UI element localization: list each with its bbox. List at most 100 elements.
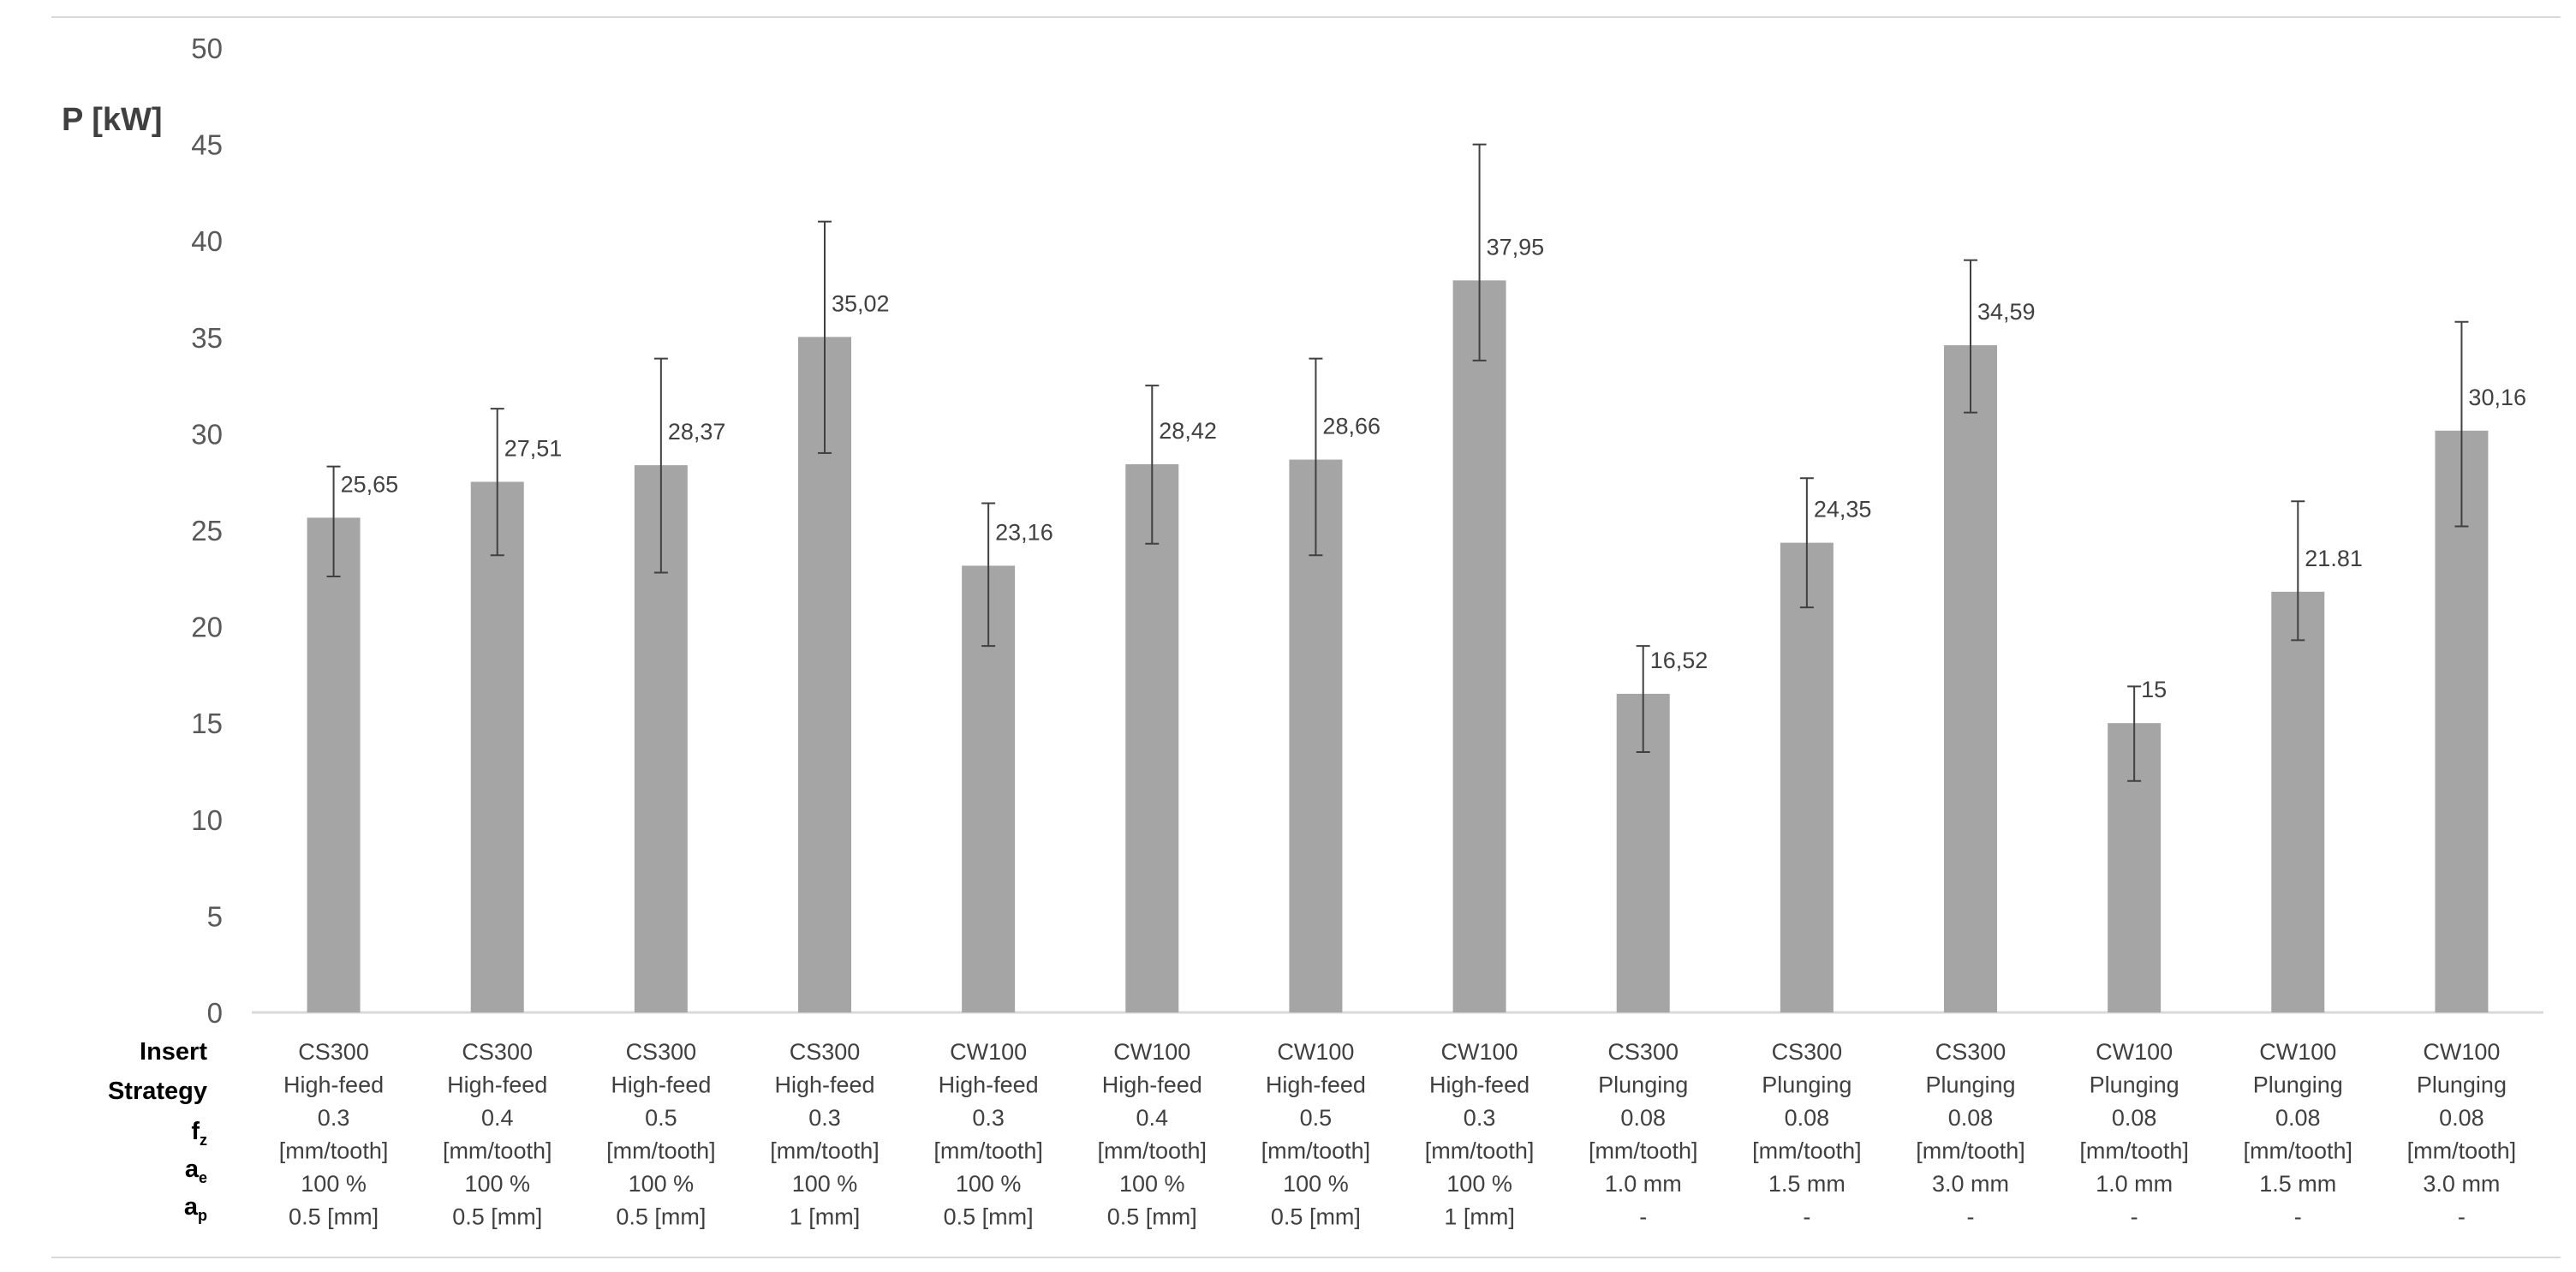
- category-label-line: 0.5 [mm]: [1271, 1204, 1361, 1230]
- category-label-line: [mm/tooth]: [1261, 1138, 1371, 1164]
- category-label-line: 0.5 [mm]: [289, 1204, 379, 1230]
- y-tick-label: 5: [207, 900, 223, 932]
- y-tick-label: 0: [207, 997, 223, 1029]
- category-label-line: CW100: [1277, 1039, 1354, 1065]
- row-label: Strategy: [108, 1078, 207, 1105]
- y-tick-label: 50: [191, 33, 223, 64]
- category-label-line: 100 %: [792, 1171, 858, 1197]
- y-tick-label: 45: [191, 129, 223, 161]
- category-label-line: 3.0 mm: [1932, 1171, 2009, 1197]
- category-labels: CS300 High-feed 0.3 [mm/tooth] 100 % 0.5 [mm]…: [279, 1039, 2516, 1230]
- category-label-line: CW100: [1441, 1039, 1518, 1065]
- category-label-line: 1 [mm]: [790, 1204, 861, 1230]
- category-label-line: [mm/tooth]: [2079, 1138, 2189, 1164]
- data-label: 25,65: [341, 471, 399, 497]
- row-labels: Insert Strategy fz ae ap: [108, 1038, 207, 1224]
- category-label-line: 1 [mm]: [1444, 1204, 1515, 1230]
- category-label-line: High-feed: [1266, 1072, 1366, 1098]
- row-label: Insert: [140, 1038, 207, 1066]
- category-label-line: 0.5 [mm]: [616, 1204, 706, 1230]
- y-axis-title: P [kW]: [62, 102, 163, 138]
- category-label-line: High-feed: [447, 1072, 547, 1098]
- y-tick-label: 40: [191, 225, 223, 257]
- y-tick-label: 10: [191, 804, 223, 836]
- category-label-line: 1.0 mm: [2096, 1171, 2173, 1197]
- y-tick-label: 35: [191, 322, 223, 354]
- category-label-line: [mm/tooth]: [2407, 1138, 2517, 1164]
- category-label-line: [mm/tooth]: [770, 1138, 880, 1164]
- category-label-line: 0.08: [1948, 1105, 1994, 1131]
- data-label: 24,35: [1814, 497, 1872, 523]
- category-label-line: 3.0 mm: [2423, 1171, 2500, 1197]
- category-label-line: CW100: [2423, 1039, 2500, 1065]
- category-label-line: 0.5: [645, 1105, 677, 1131]
- y-tick-label: 30: [191, 418, 223, 450]
- category-label-line: [mm/tooth]: [1098, 1138, 1208, 1164]
- category-label-line: [mm/tooth]: [1425, 1138, 1535, 1164]
- data-label: 21.81: [2305, 546, 2363, 571]
- category-label-line: -: [1803, 1204, 1810, 1230]
- category-label-line: 0.08: [1785, 1105, 1830, 1131]
- category-label-line: 0.4: [1136, 1105, 1169, 1131]
- category-label-line: [mm/tooth]: [606, 1138, 716, 1164]
- category-label-line: CW100: [950, 1039, 1027, 1065]
- category-label-line: 0.5 [mm]: [452, 1204, 542, 1230]
- category-label-line: 0.5 [mm]: [1107, 1204, 1197, 1230]
- category-label-line: 0.4: [481, 1105, 514, 1131]
- category-label-line: -: [1639, 1204, 1647, 1230]
- data-label: 37,95: [1487, 234, 1545, 260]
- data-label: 15: [2141, 677, 2167, 702]
- bar: [1452, 280, 1506, 1013]
- bar: [2271, 591, 2325, 1012]
- category-label-line: 0.5: [1300, 1105, 1333, 1131]
- category-label-line: Plunging: [2253, 1072, 2343, 1098]
- category-label-line: High-feed: [611, 1072, 711, 1098]
- category-label-line: [mm/tooth]: [1916, 1138, 2025, 1164]
- category-label-line: [mm/tooth]: [2244, 1138, 2353, 1164]
- data-label: 30,16: [2468, 385, 2526, 410]
- category-label-line: -: [1967, 1204, 1975, 1230]
- category-label-line: [mm/tooth]: [1752, 1138, 1862, 1164]
- category-label-line: 0.08: [2112, 1105, 2157, 1131]
- category-label-line: 100 %: [956, 1171, 1022, 1197]
- category-label-line: CS300: [626, 1039, 697, 1065]
- category-label-line: CS300: [462, 1039, 533, 1065]
- error-bars: [326, 143, 2469, 782]
- row-label: ap: [184, 1193, 207, 1224]
- bar: [1944, 345, 1997, 1012]
- category-label-line: High-feed: [1429, 1072, 1530, 1098]
- category-label-line: Plunging: [1598, 1072, 1688, 1098]
- category-label-line: 0.3: [808, 1105, 841, 1131]
- row-label: fz: [191, 1118, 207, 1149]
- category-label-line: 0.3: [318, 1105, 350, 1131]
- bar: [1125, 463, 1179, 1012]
- data-label: 23,16: [995, 519, 1053, 545]
- category-label-line: CW100: [2096, 1039, 2173, 1065]
- category-label-line: CS300: [298, 1039, 369, 1065]
- category-label-line: 100 %: [464, 1171, 530, 1197]
- y-tick-label: 25: [191, 515, 223, 546]
- category-label-line: High-feed: [774, 1072, 874, 1098]
- bar: [470, 481, 524, 1012]
- category-label-line: Plunging: [1925, 1072, 2015, 1098]
- bar: [307, 517, 361, 1012]
- y-tick-label: 15: [191, 708, 223, 739]
- category-label-line: [mm/tooth]: [279, 1138, 389, 1164]
- bar: [2435, 430, 2489, 1012]
- category-label-line: CW100: [2259, 1039, 2336, 1065]
- data-label: 28,42: [1159, 418, 1217, 444]
- category-label-line: CS300: [1607, 1039, 1679, 1065]
- y-tick-label: 20: [191, 612, 223, 643]
- row-label: ae: [185, 1156, 207, 1186]
- category-label-line: [mm/tooth]: [1589, 1138, 1698, 1164]
- category-label-line: 1.5 mm: [1768, 1171, 1846, 1197]
- category-label-line: 100 %: [1446, 1171, 1512, 1197]
- category-label-line: High-feed: [1102, 1072, 1202, 1098]
- category-label-line: 0.3: [1464, 1105, 1496, 1131]
- category-label-line: 100 %: [1119, 1171, 1185, 1197]
- category-label-line: High-feed: [939, 1072, 1039, 1098]
- category-label-line: 0.08: [1620, 1105, 1666, 1131]
- category-label-line: CS300: [790, 1039, 861, 1065]
- bars: [307, 280, 2489, 1013]
